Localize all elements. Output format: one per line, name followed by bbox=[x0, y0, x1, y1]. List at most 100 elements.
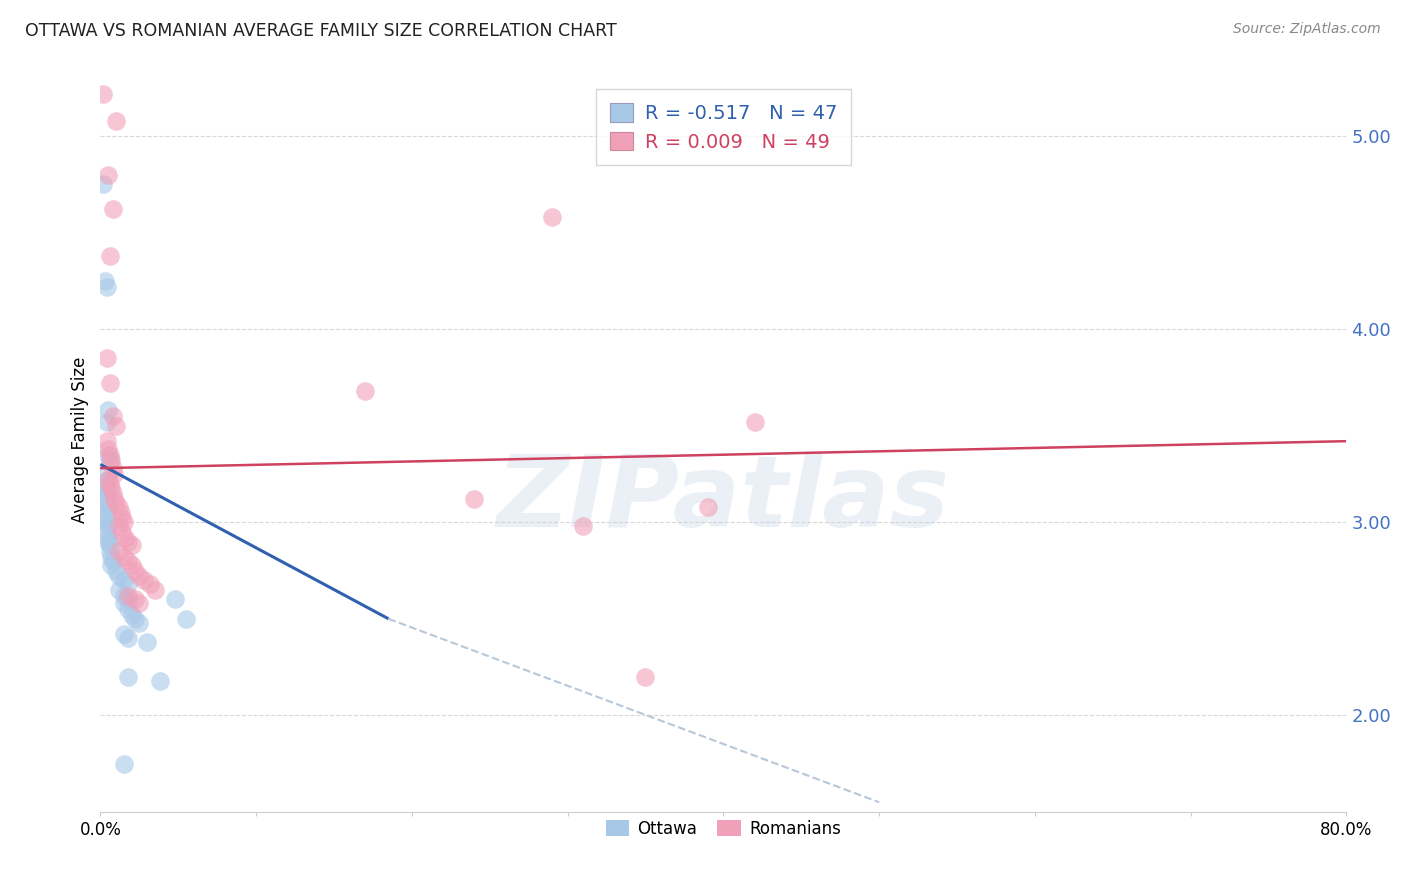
Point bbox=[104, 113, 127, 128]
Point bbox=[634, 670, 657, 684]
Point bbox=[112, 573, 135, 587]
Point bbox=[97, 500, 120, 514]
Point bbox=[108, 500, 131, 514]
Point bbox=[98, 453, 121, 467]
Point bbox=[572, 519, 595, 533]
Point bbox=[101, 202, 124, 217]
Point bbox=[96, 524, 118, 539]
Point bbox=[97, 448, 120, 462]
Point bbox=[97, 473, 120, 487]
Point bbox=[100, 481, 122, 495]
Point bbox=[121, 538, 143, 552]
Point bbox=[108, 519, 131, 533]
Point bbox=[121, 558, 143, 572]
Text: OTTAWA VS ROMANIAN AVERAGE FAMILY SIZE CORRELATION CHART: OTTAWA VS ROMANIAN AVERAGE FAMILY SIZE C… bbox=[25, 22, 617, 40]
Point bbox=[124, 592, 146, 607]
Point bbox=[94, 476, 117, 491]
Point bbox=[128, 615, 150, 630]
Point bbox=[101, 554, 124, 568]
Point bbox=[97, 467, 120, 481]
Point bbox=[111, 524, 134, 539]
Point bbox=[117, 589, 139, 603]
Text: ZIPatlas: ZIPatlas bbox=[496, 451, 950, 549]
Text: Source: ZipAtlas.com: Source: ZipAtlas.com bbox=[1233, 22, 1381, 37]
Point bbox=[98, 544, 121, 558]
Point bbox=[143, 582, 166, 597]
Point bbox=[104, 496, 127, 510]
Point bbox=[104, 418, 127, 433]
Point bbox=[101, 409, 124, 423]
Point bbox=[111, 511, 134, 525]
Point bbox=[128, 596, 150, 610]
Point bbox=[104, 564, 127, 578]
Point bbox=[97, 519, 120, 533]
Point bbox=[117, 670, 139, 684]
Point bbox=[93, 87, 115, 101]
Point bbox=[97, 534, 120, 549]
Point bbox=[103, 492, 125, 507]
Point bbox=[96, 434, 118, 449]
Point bbox=[112, 596, 135, 610]
Point bbox=[94, 274, 117, 288]
Point bbox=[97, 531, 120, 545]
Point bbox=[136, 635, 159, 649]
Point bbox=[97, 403, 120, 417]
Point bbox=[541, 210, 564, 224]
Point bbox=[108, 569, 131, 583]
Point bbox=[100, 558, 122, 572]
Point bbox=[96, 351, 118, 366]
Point bbox=[108, 582, 131, 597]
Point bbox=[100, 453, 122, 467]
Point bbox=[112, 756, 135, 771]
Point bbox=[117, 554, 139, 568]
Point bbox=[98, 376, 121, 391]
Point bbox=[110, 506, 132, 520]
Point bbox=[354, 384, 377, 398]
Point bbox=[744, 415, 766, 429]
Point bbox=[96, 415, 118, 429]
Point bbox=[101, 486, 124, 500]
Point bbox=[128, 569, 150, 583]
Point bbox=[97, 168, 120, 182]
Point bbox=[94, 492, 117, 507]
Point bbox=[98, 538, 121, 552]
Point bbox=[96, 515, 118, 529]
Point bbox=[696, 500, 718, 514]
Point bbox=[103, 467, 125, 481]
Point bbox=[98, 448, 121, 462]
Point bbox=[108, 544, 131, 558]
Point bbox=[165, 592, 187, 607]
Point bbox=[101, 461, 124, 475]
Y-axis label: Average Family Size: Average Family Size bbox=[72, 357, 89, 524]
Point bbox=[100, 549, 122, 564]
Point bbox=[96, 486, 118, 500]
Point bbox=[463, 492, 485, 507]
Point bbox=[98, 476, 121, 491]
Point bbox=[148, 673, 170, 688]
Point bbox=[94, 481, 117, 495]
Point bbox=[117, 577, 139, 591]
Point bbox=[96, 506, 118, 520]
Point bbox=[96, 496, 118, 510]
Point bbox=[117, 592, 139, 607]
Point bbox=[96, 473, 118, 487]
Point bbox=[124, 564, 146, 578]
Point bbox=[93, 178, 115, 192]
Point bbox=[117, 534, 139, 549]
Point bbox=[112, 515, 135, 529]
Point bbox=[112, 627, 135, 641]
Point bbox=[132, 573, 155, 587]
Point bbox=[112, 549, 135, 564]
Point bbox=[97, 442, 120, 456]
Point bbox=[121, 607, 143, 622]
Point bbox=[117, 602, 139, 616]
Point bbox=[94, 511, 117, 525]
Point bbox=[96, 279, 118, 293]
Legend: Ottawa, Romanians: Ottawa, Romanians bbox=[599, 814, 848, 845]
Point bbox=[98, 249, 121, 263]
Point bbox=[112, 589, 135, 603]
Point bbox=[174, 612, 197, 626]
Point bbox=[114, 531, 136, 545]
Point bbox=[139, 577, 162, 591]
Point bbox=[117, 631, 139, 645]
